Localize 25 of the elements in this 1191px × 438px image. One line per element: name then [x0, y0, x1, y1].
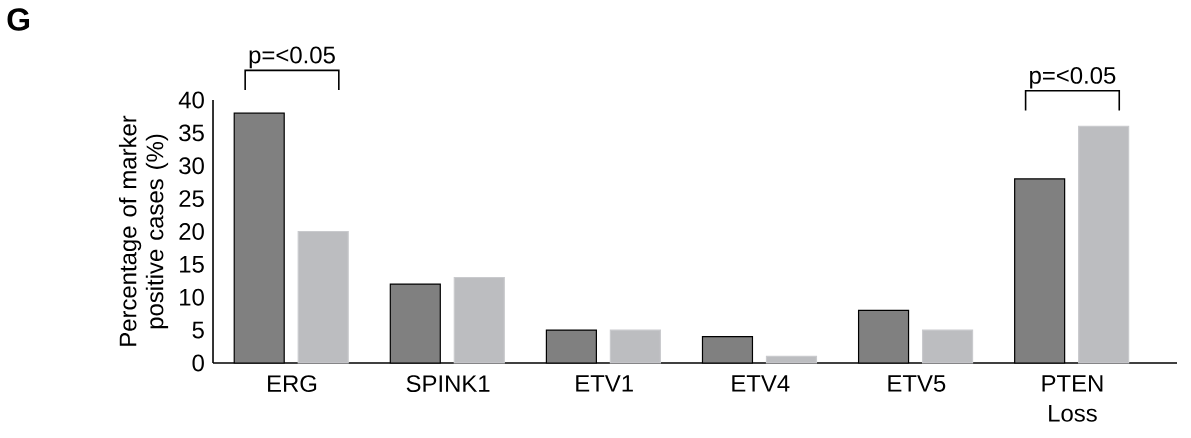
- bar: [765, 355, 818, 364]
- x-tick-label: ETV5: [888, 375, 946, 392]
- y-tick-label: 0: [192, 354, 204, 372]
- x-tick-label: ETV1: [576, 375, 633, 392]
- x-tick-label: PTEN Loss: [1042, 375, 1103, 422]
- y-tick-label: 30: [179, 157, 204, 175]
- text: p=<0.05: [1030, 66, 1116, 89]
- x-tick-label: ERG: [268, 375, 317, 393]
- bar: [921, 329, 974, 364]
- y-tick-label: 40: [178, 91, 204, 109]
- x-tick-label: ETV4: [732, 375, 790, 392]
- y-axis-title: Percentage of marker positive cases (%): [118, 115, 169, 346]
- y-tick-label: 10: [180, 288, 204, 306]
- bar: [1078, 125, 1130, 364]
- y-tick-label: 20: [179, 223, 204, 240]
- bar: [453, 276, 505, 364]
- y-tick-label: 15: [180, 256, 204, 273]
- text: p=<0.05: [249, 46, 335, 69]
- x-tick-label: SPINK1: [406, 375, 490, 393]
- y-tick-label: 35: [179, 124, 204, 142]
- y-tick-label: 5: [192, 321, 204, 339]
- y-tick-label: 25: [179, 190, 204, 208]
- bar: [297, 230, 349, 364]
- bar: [609, 329, 661, 364]
- text: G: [7, 8, 30, 31]
